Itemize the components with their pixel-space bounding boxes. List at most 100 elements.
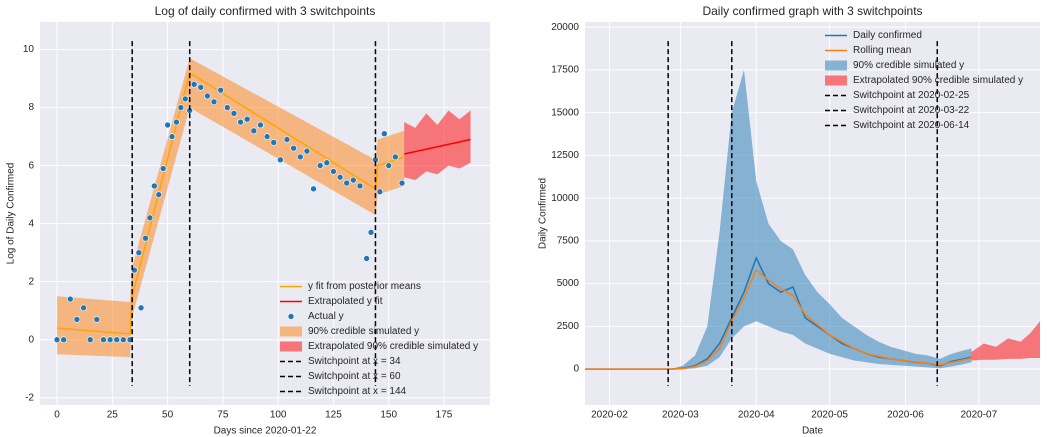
- legend-swatch: [825, 60, 847, 71]
- point: [385, 162, 393, 169]
- point: [53, 336, 61, 344]
- point: [135, 249, 143, 256]
- point: [270, 139, 278, 146]
- legend-label: Extrapolated 90% credible simulated y: [853, 75, 1023, 86]
- x-tick-label: 100: [270, 410, 287, 421]
- x-tick-label: 2020-07: [960, 410, 997, 421]
- credible-band: [971, 321, 1040, 361]
- point: [197, 83, 205, 91]
- y-tick-label: 20000: [551, 22, 579, 33]
- plot-area: [585, 41, 1040, 386]
- legend-label: Extrapolated y fit: [308, 296, 383, 307]
- point: [367, 229, 375, 236]
- legend-label: Switchpoint at x = 144: [308, 386, 407, 397]
- point: [263, 133, 271, 140]
- legend-label: Switchpoint at 2020-03-22: [853, 105, 970, 116]
- point: [243, 115, 251, 123]
- legend-label: y fit from posterior means: [308, 281, 421, 292]
- line: [56, 71, 405, 335]
- x-axis-label: Date: [802, 426, 824, 437]
- y-tick-label: 15000: [551, 107, 579, 118]
- legend-label: Extrapolated 90% credible simulated y: [308, 341, 478, 352]
- y-tick-label: 2: [28, 276, 34, 287]
- credible-band: [404, 110, 471, 181]
- point: [137, 304, 145, 312]
- y-tick-label: -2: [25, 392, 34, 403]
- point: [230, 110, 238, 117]
- point: [155, 191, 163, 198]
- legend-swatch: [280, 341, 302, 352]
- y-axis-label: Log of Daily Confirmed: [6, 163, 17, 265]
- point: [164, 121, 171, 129]
- y-tick-label: 12500: [551, 150, 579, 161]
- chart-title: Log of daily confirmed with 3 switchpoin…: [155, 4, 376, 18]
- legend-label: 90% credible simulated y: [853, 60, 964, 71]
- point: [303, 147, 311, 155]
- x-tick-label: 50: [162, 410, 174, 421]
- point: [217, 86, 224, 94]
- legend-label: 90% credible simulated y: [308, 326, 419, 337]
- legend-swatch: [280, 326, 302, 337]
- y-tick-label: 6: [28, 160, 34, 171]
- point: [310, 185, 317, 193]
- point: [204, 92, 211, 100]
- point: [113, 336, 121, 344]
- y-tick-label: 0: [573, 364, 579, 375]
- point: [146, 214, 154, 222]
- x-tick-label: 2020-04: [738, 410, 775, 421]
- y-tick-label: 7500: [557, 235, 580, 246]
- point: [159, 165, 167, 172]
- point: [173, 118, 180, 126]
- legend: y fit from posterior means Extrapolated y…: [280, 281, 478, 397]
- legend-label: Actual y: [308, 311, 344, 322]
- point: [380, 130, 388, 138]
- y-tick-label: 10: [23, 44, 35, 55]
- y-tick-label: 4: [28, 218, 34, 229]
- chart-title: Daily confirmed graph with 3 switchpoint…: [702, 4, 922, 18]
- point: [86, 336, 94, 344]
- x-tick-label: 2020-05: [811, 410, 848, 421]
- y-tick-label: 10000: [551, 193, 579, 204]
- y-tick-label: 8: [28, 102, 34, 113]
- x-axis-label: Days since 2020-01-22: [214, 426, 317, 437]
- line: [404, 138, 471, 155]
- line: [585, 268, 972, 370]
- legend-label: Switchpoint at 2020-06-14: [853, 120, 970, 131]
- point: [190, 81, 198, 88]
- legend-label: Switchpoint at x = 60: [308, 371, 401, 382]
- y-tick-label: 2500: [557, 321, 580, 332]
- point: [323, 159, 331, 167]
- x-tick-label: 75: [217, 410, 229, 421]
- point: [350, 176, 357, 184]
- point: [398, 179, 406, 187]
- credible-band: [57, 58, 405, 358]
- point: [80, 304, 87, 312]
- point: [237, 118, 244, 126]
- y-tick-label: 0: [28, 334, 34, 345]
- y-axis-label: Daily Confirmed: [538, 178, 549, 249]
- point: [223, 104, 231, 111]
- legend-swatch: [287, 313, 295, 320]
- point: [66, 295, 74, 303]
- x-tick-label: 0: [54, 410, 60, 421]
- plot-area: [53, 41, 471, 386]
- point: [316, 162, 324, 169]
- x-tick-label: 2020-02: [591, 410, 628, 421]
- point: [142, 234, 149, 242]
- legend-swatch: [825, 75, 847, 86]
- y-tick-label: 17500: [551, 65, 579, 76]
- point: [100, 336, 107, 344]
- point: [257, 121, 264, 129]
- point: [356, 182, 364, 190]
- point: [177, 104, 185, 111]
- x-tick-label: 2020-03: [662, 410, 699, 421]
- point: [93, 316, 101, 323]
- x-tick-label: 25: [107, 410, 119, 421]
- point: [283, 136, 291, 143]
- point: [151, 182, 158, 190]
- point: [330, 168, 337, 175]
- point: [296, 153, 304, 161]
- point: [181, 95, 189, 103]
